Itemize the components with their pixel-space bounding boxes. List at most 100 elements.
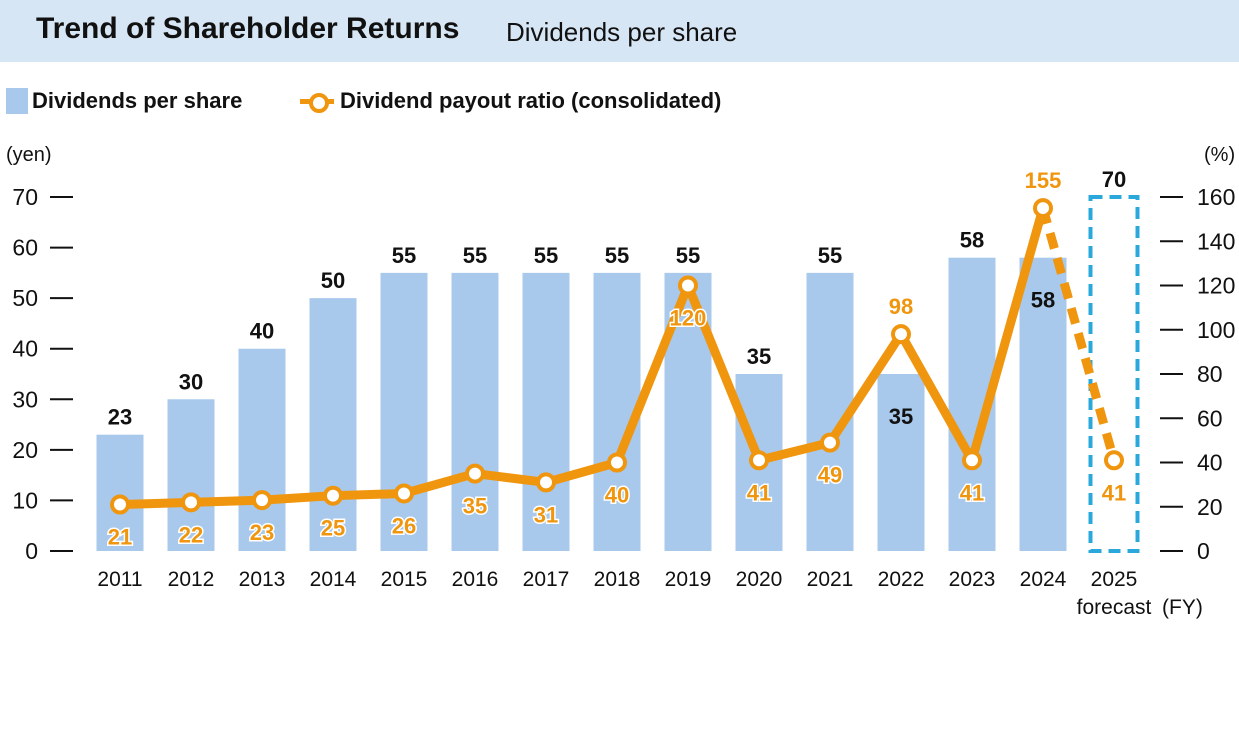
x-axis-label: 2020 (736, 568, 783, 591)
payout-value-label: 41 (1102, 480, 1126, 505)
x-axis-label: 2016 (452, 568, 499, 591)
left-axis-tick-label: 20 (12, 437, 38, 463)
chart-title: Trend of Shareholder Returns (36, 12, 460, 45)
payout-line-forecast (1038, 206, 1119, 462)
right-axis-tick-label: 60 (1197, 405, 1223, 431)
dividend-bar (309, 298, 357, 551)
payout-point (110, 494, 130, 515)
right-axis-tick-label: 0 (1197, 538, 1210, 564)
payout-value-label: 49 (818, 463, 842, 488)
payout-value-label: 155 (1025, 168, 1062, 193)
dividend-bar (451, 272, 499, 551)
right-axis-tick-label: 20 (1197, 494, 1223, 520)
left-axis-tick-label: 70 (12, 184, 38, 210)
right-axis-tick-label: 120 (1197, 273, 1235, 299)
x-axis-label: 2025 (1091, 568, 1138, 591)
left-axis-tick-label: 10 (12, 487, 38, 513)
payout-point (1033, 198, 1053, 219)
x-axis-label: 2023 (949, 568, 996, 591)
payout-value-label: 41 (747, 480, 771, 505)
right-axis-tick-label: 140 (1197, 228, 1235, 254)
payout-value-label: 21 (108, 525, 132, 550)
payout-point (465, 463, 485, 484)
payout-value-label: 120 (670, 306, 707, 331)
dividend-bar (167, 399, 215, 551)
dividend-bar (380, 272, 428, 551)
payout-point (607, 452, 627, 473)
bar-value-label: 55 (605, 243, 629, 268)
payout-value-label: 98 (889, 294, 913, 319)
dividend-bar (877, 374, 925, 551)
payout-point (678, 275, 698, 296)
left-axis-tick-label: 0 (25, 538, 38, 564)
payout-point (252, 490, 272, 511)
x-axis-label: 2018 (594, 568, 641, 591)
payout-point (1104, 450, 1124, 471)
payout-point (536, 472, 556, 493)
legend-label-payout: Dividend payout ratio (consolidated) (340, 88, 722, 113)
payout-value-label: 23 (250, 520, 274, 545)
bar-value-label: 40 (250, 319, 274, 344)
bar-value-label: 55 (818, 243, 842, 268)
left-axis-unit: (yen) (6, 144, 52, 166)
bar-value-label: 55 (392, 243, 416, 268)
x-axis-label: 2024 (1020, 568, 1067, 591)
bar-value-label: 35 (889, 404, 913, 429)
bar-value-label: 55 (534, 243, 558, 268)
payout-point (891, 324, 911, 345)
bar-value-label: 58 (960, 228, 984, 253)
x-axis-label: 2015 (381, 568, 428, 591)
bar-value-label: 70 (1102, 167, 1126, 192)
left-axis-tick-label: 40 (12, 336, 38, 362)
title-bar: Trend of Shareholder Returns Dividends p… (0, 0, 1239, 62)
bar-value-label: 50 (321, 268, 345, 293)
x-axis-label: 2017 (523, 568, 570, 591)
x-axis-label: 2011 (97, 568, 142, 591)
left-axis-tick-label: 50 (12, 285, 38, 311)
right-axis-unit: (%) (1204, 144, 1236, 166)
chart-subtitle: Dividends per share (506, 17, 738, 47)
dividend-bar (522, 272, 570, 551)
x-axis-label: 2022 (878, 568, 925, 591)
x-axis-label: 2021 (807, 568, 854, 591)
x-axis-label: 2019 (665, 568, 712, 591)
bar-value-label: 35 (747, 344, 771, 369)
forecast-bar (1088, 195, 1140, 553)
x-axis-label: 2014 (310, 568, 357, 591)
dividend-bar (96, 434, 144, 551)
legend-item-dividends: Dividends per share (6, 88, 242, 114)
dividend-bar (1019, 257, 1067, 551)
payout-value-label: 26 (392, 513, 416, 538)
payout-line (119, 206, 1048, 510)
legend-item-payout: Dividend payout ratio (consolidated) (300, 88, 721, 114)
x-axis-unit: (FY) (1162, 596, 1203, 619)
bar-value-label: 55 (463, 243, 487, 268)
payout-value-label: 25 (321, 516, 345, 541)
bar-value-label: 58 (1031, 288, 1055, 313)
left-axis-tick-label: 30 (12, 386, 38, 412)
x-axis-label: 2013 (239, 568, 286, 591)
payout-point (820, 432, 840, 453)
payout-value-label: 41 (960, 480, 984, 505)
payout-value-label: 35 (463, 494, 487, 519)
payout-point (394, 483, 414, 504)
payout-point (962, 450, 982, 471)
payout-point (749, 450, 769, 471)
x-axis-sublabel: forecast (1077, 596, 1152, 619)
payout-value-label: 22 (179, 522, 203, 547)
payout-point (181, 492, 201, 513)
right-axis-tick-label: 40 (1197, 450, 1223, 476)
right-axis-tick-label: 100 (1197, 317, 1235, 343)
payout-value-label: 31 (534, 502, 558, 527)
legend-line-swatch (300, 88, 334, 114)
legend-bar-swatch (6, 88, 28, 114)
left-axis-tick-label: 60 (12, 235, 38, 261)
dividend-bar (238, 348, 286, 551)
payout-value-label: 40 (605, 483, 629, 508)
legend-label-dividends: Dividends per share (32, 88, 243, 113)
payout-point (323, 485, 343, 506)
x-axis-label: 2012 (168, 568, 215, 591)
bar-value-label: 23 (108, 405, 132, 430)
bar-value-label: 30 (179, 369, 203, 394)
right-axis-tick-label: 80 (1197, 361, 1223, 387)
